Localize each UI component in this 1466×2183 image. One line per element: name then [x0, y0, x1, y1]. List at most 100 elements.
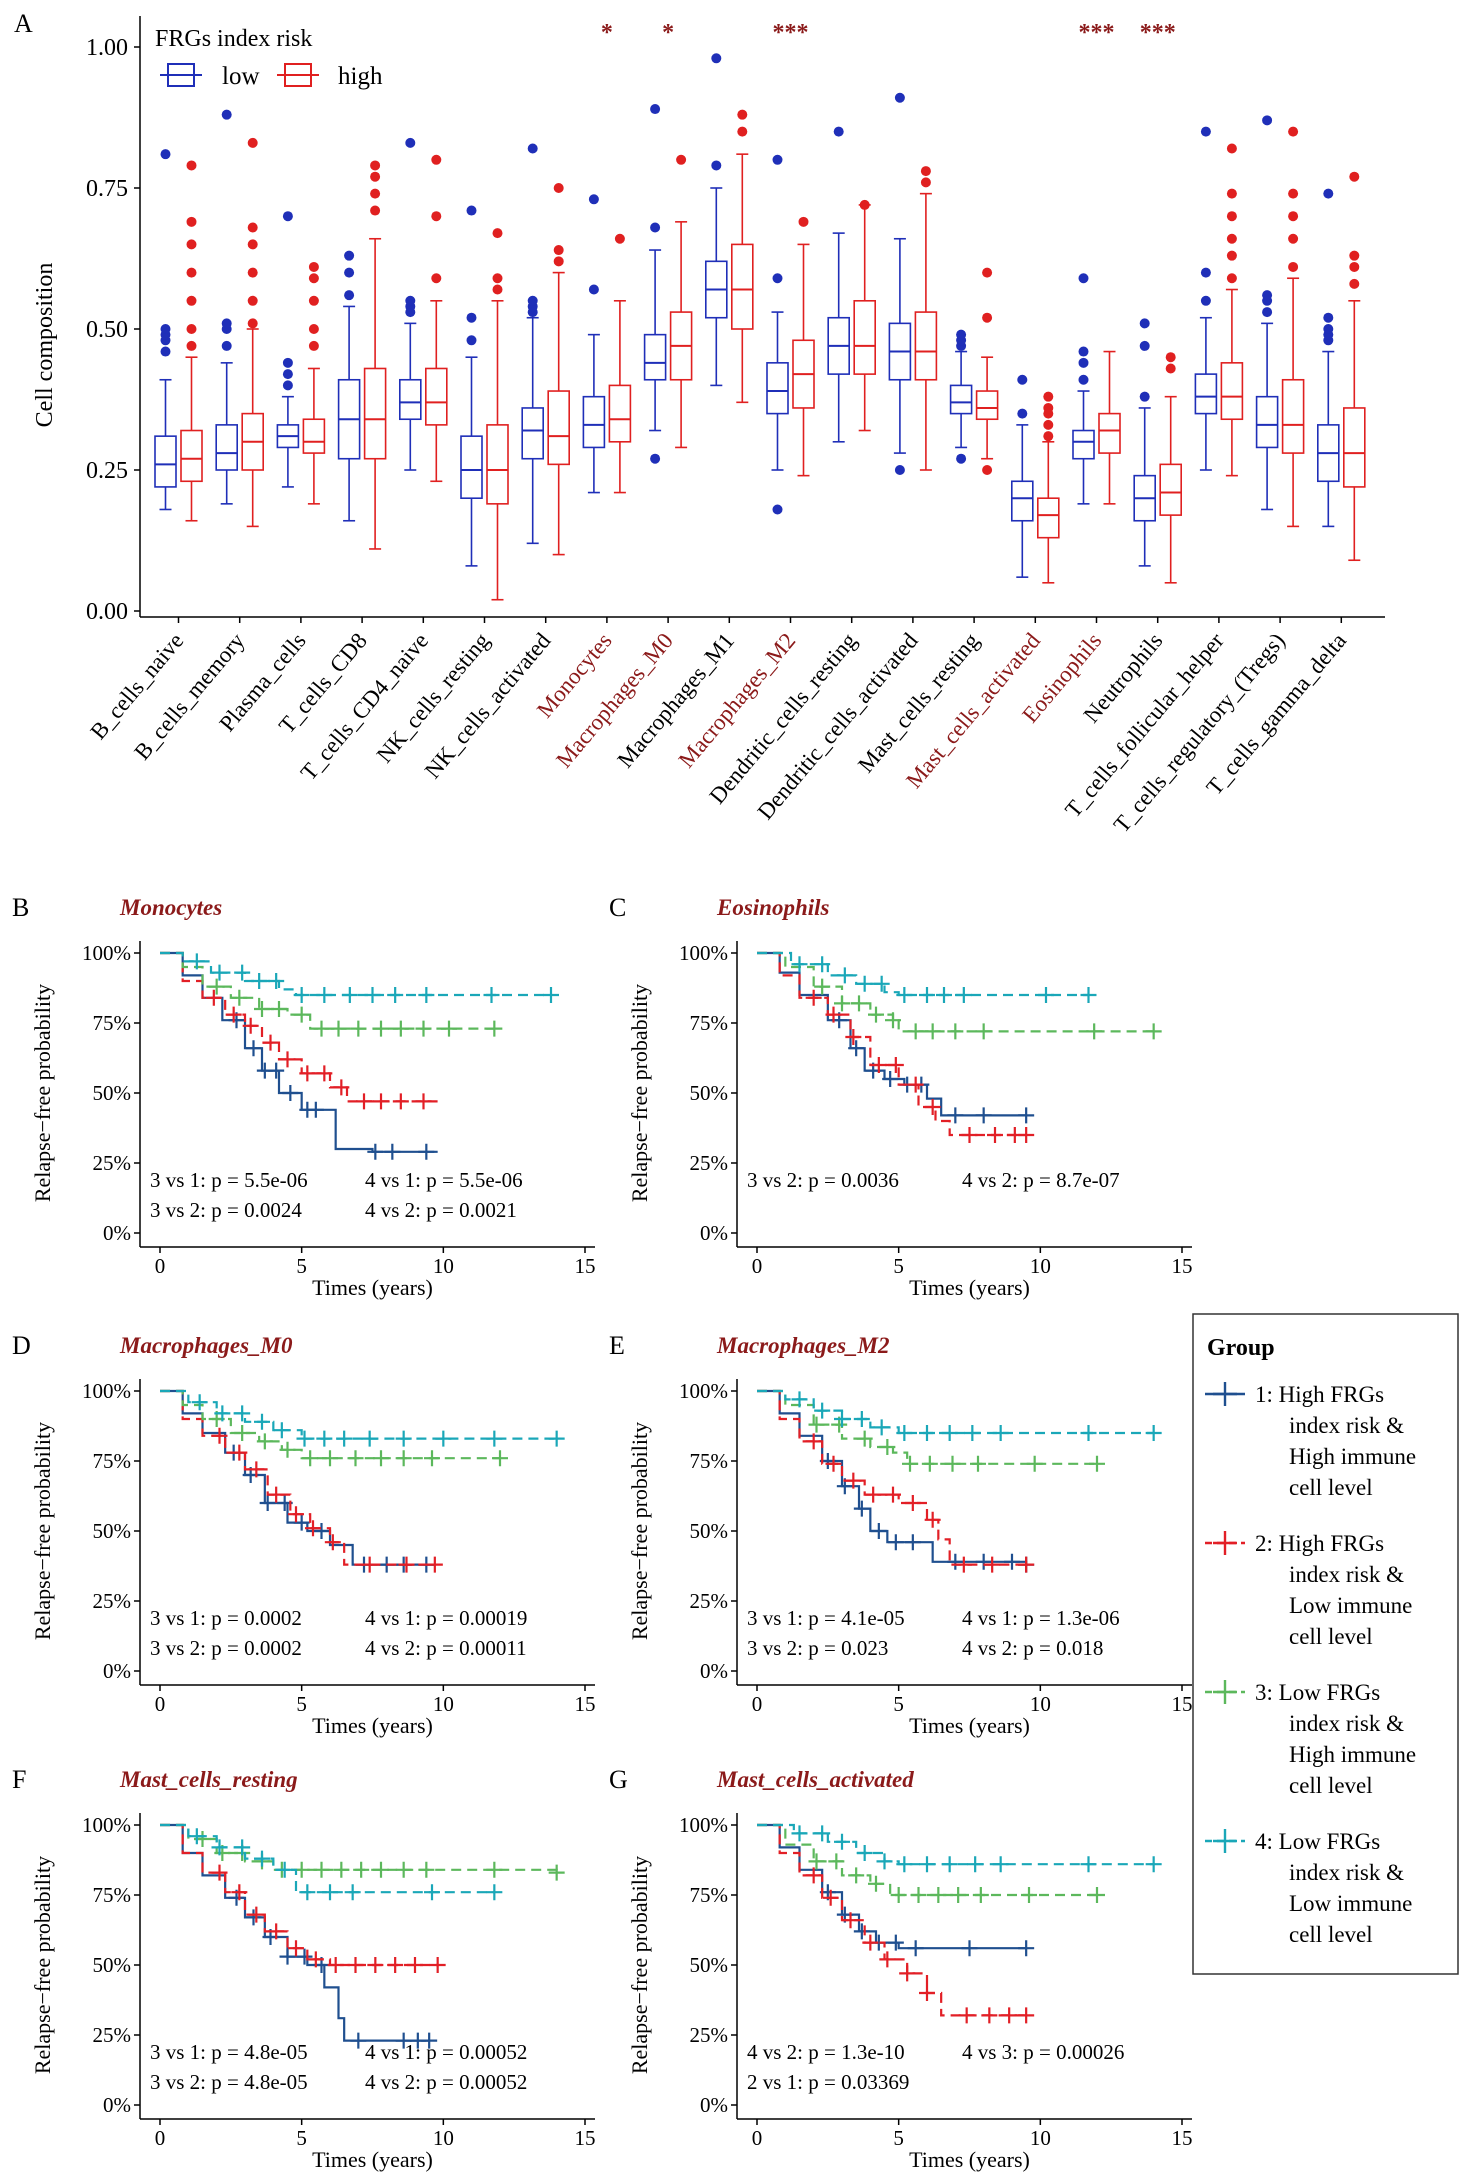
box-body: [914, 311, 938, 381]
km-xlabel: Times (years): [312, 1713, 433, 1738]
box-B_cells_naive-high: [180, 160, 203, 522]
km-panel-e: E Macrophages_M2 0% 25% 50% 75% 100% 0 5 10 15 Time…: [609, 1331, 1193, 1738]
km-censor-mark: [828, 1853, 845, 1870]
legend-label-line: cell level: [1289, 1922, 1373, 1947]
box-outlier: [894, 465, 905, 475]
legend-censor-swatch: [1213, 1680, 1237, 1704]
km-panel-title: Eosinophils: [716, 895, 830, 920]
km-censor-mark: [492, 1450, 508, 1467]
km-censor-mark: [1018, 1127, 1035, 1143]
box-T_cells_CD8-low: [337, 250, 361, 522]
km-censor-mark: [890, 1887, 907, 1903]
km-censor-mark: [814, 978, 831, 995]
km-xtick-label: 0: [155, 1692, 166, 1716]
box-body: [1194, 373, 1218, 415]
km-censor-mark: [919, 987, 935, 1003]
km-ylabel: Relapse−free probability: [627, 1422, 652, 1640]
km-censor-mark: [415, 1020, 432, 1037]
km-censor-mark: [879, 1951, 896, 1968]
box-outlier: [1226, 188, 1237, 199]
km-censor-mark: [1080, 1856, 1097, 1873]
km-censor-mark: [853, 1500, 870, 1517]
box-outlier: [553, 256, 564, 267]
km-censor-mark: [904, 1534, 921, 1551]
km-censor-mark: [907, 1023, 924, 1040]
km-ytick-label: 50%: [690, 1953, 729, 1977]
box-outlier: [772, 504, 783, 515]
km-curve-2: [757, 1823, 1027, 2017]
km-censor-mark: [805, 1433, 822, 1450]
box-outlier: [370, 188, 381, 199]
box-outlier: [1262, 307, 1273, 318]
km-xlabel: Times (years): [312, 2147, 433, 2172]
box-outlier: [1349, 261, 1360, 272]
km-xtick-label: 10: [433, 1692, 454, 1716]
km-censor-mark: [299, 1884, 316, 1901]
box-Dendritic_cells_resting-low: [827, 126, 851, 443]
km-xtick-label: 5: [296, 1692, 307, 1716]
km-censor-mark: [1021, 1887, 1037, 1903]
panel-a-ytick-label: 1.00: [86, 35, 128, 61]
km-censor-mark: [896, 1856, 913, 1873]
box-body: [1037, 497, 1060, 539]
km-panel-b: B Monocytes 0% 25% 50% 75% 100% 0 5 10 15 Times (ye…: [12, 893, 596, 1300]
box-T_cells_CD4_naive-high: [424, 154, 448, 483]
box-outlier: [1043, 402, 1054, 413]
km-censor-mark: [373, 1020, 389, 1037]
box-outlier: [650, 104, 661, 115]
box-outlier: [1200, 295, 1211, 306]
panel-a-ylabel: Cell composition: [32, 263, 58, 428]
km-censor-mark: [361, 1430, 378, 1447]
box-outlier: [221, 318, 232, 329]
legend-low-label: low: [222, 63, 260, 90]
km-ylabel: Relapse−free probability: [30, 984, 55, 1202]
box-outlier: [614, 233, 625, 244]
km-censor-mark: [268, 1062, 285, 1079]
km-censor-mark: [424, 1884, 440, 1901]
km-censor-mark: [548, 1430, 565, 1447]
km-censor-mark: [347, 1450, 364, 1467]
km-censor-mark: [429, 1957, 446, 1973]
km-censor-mark: [305, 1520, 321, 1537]
box-Monocytes-high: [608, 233, 632, 494]
km-xtick-label: 5: [296, 2126, 307, 2150]
box-Monocytes-low: [582, 194, 606, 494]
km-ylabel: Relapse−free probability: [30, 1856, 55, 2074]
box-outlier: [308, 261, 319, 272]
km-curve-4: [757, 1389, 1154, 1435]
km-censor-mark: [282, 1085, 299, 1101]
km-censor-mark: [870, 1523, 887, 1539]
box-outlier: [308, 273, 319, 284]
legend-label-line: 2: High FRGs: [1255, 1531, 1384, 1556]
box-body: [766, 362, 789, 415]
box-outlier: [186, 267, 197, 278]
box-outlier: [1288, 211, 1299, 222]
box-outlier: [982, 312, 993, 323]
box-body: [398, 378, 422, 421]
km-censor-mark: [941, 1425, 958, 1441]
box-outlier: [1139, 318, 1150, 329]
box-Macrophages_M2-high: [792, 216, 815, 477]
box-body: [154, 435, 177, 488]
box-outlier: [186, 295, 197, 306]
km-censor-mark: [887, 1057, 904, 1073]
box-B_cells_memory-low: [215, 109, 238, 505]
group-legend-item-4: 4: Low FRGs index risk & Low immune cell le…: [1205, 1829, 1412, 1947]
box-body: [460, 435, 483, 500]
legend-low-icon: [160, 63, 202, 87]
km-censor-mark: [967, 1856, 984, 1873]
box-outlier: [247, 222, 258, 233]
km-censor-mark: [373, 1861, 389, 1878]
box-body: [1010, 480, 1034, 522]
km-censor-mark: [251, 973, 268, 989]
box-outlier: [344, 290, 355, 301]
box-outlier: [1165, 363, 1176, 374]
km-censor-mark: [364, 987, 381, 1003]
km-censor-mark: [387, 987, 404, 1003]
km-ytick-label: 50%: [93, 1519, 132, 1543]
km-panel-letter: F: [12, 1765, 26, 1794]
km-censor-mark: [231, 1884, 248, 1901]
km-panel-title: Mast_cells_activated: [716, 1767, 914, 1792]
km-censor-mark: [231, 1444, 248, 1461]
box-outlier: [676, 154, 687, 165]
